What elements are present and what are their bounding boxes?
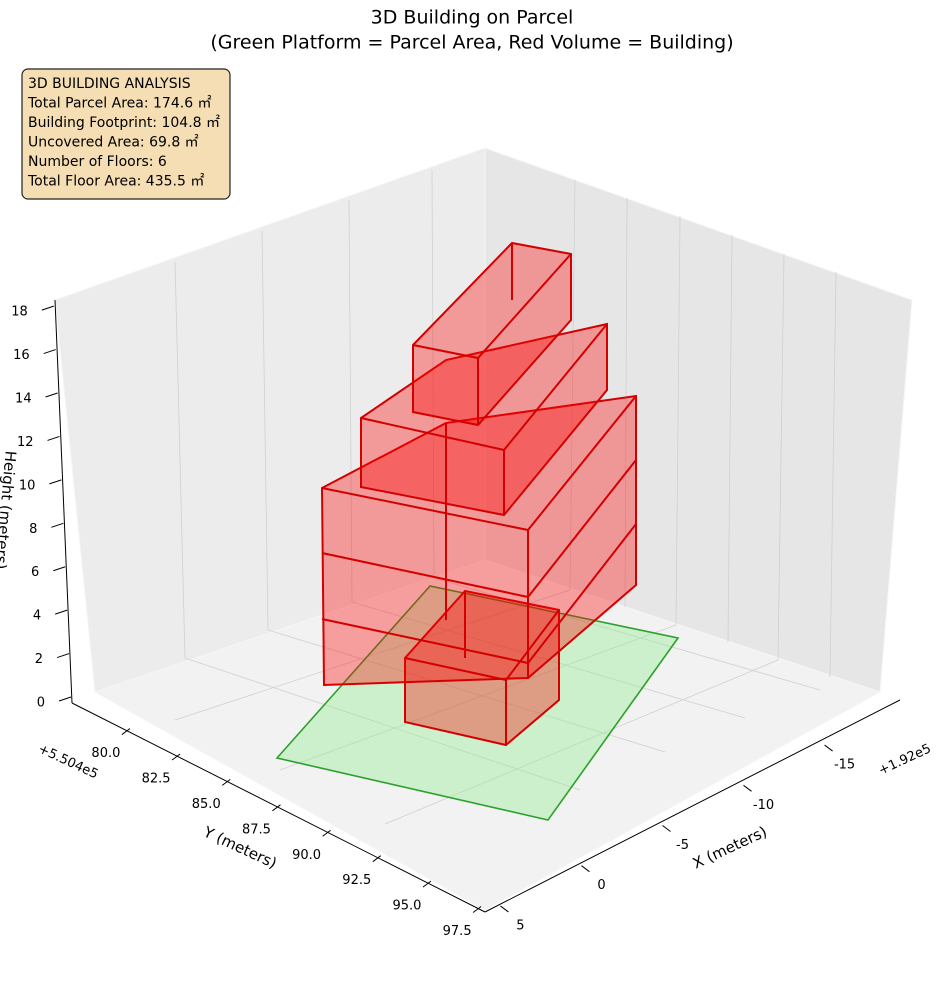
z-tick [55, 609, 68, 615]
z-tick-label: 16 [13, 348, 30, 363]
z-tick-label: 18 [11, 305, 28, 320]
y-tick-label: 80.0 [91, 746, 120, 761]
x-tick [662, 825, 671, 832]
z-tick-label: 8 [29, 522, 37, 537]
z-tick-label: 10 [19, 478, 36, 493]
y-tick-label: 85.0 [192, 797, 221, 812]
y-tick [422, 880, 432, 888]
annotation-line: Building Footprint: 104.8 ㎡ [28, 115, 220, 131]
annotation-line: 3D BUILDING ANALYSIS [28, 76, 191, 92]
z-tick-label: 6 [31, 565, 39, 580]
y-tick-label: 82.5 [142, 771, 171, 786]
x-tick-label: -10 [753, 798, 774, 813]
annotation-line: Uncovered Area: 69.8 ㎡ [28, 135, 199, 151]
z-tick-label: 14 [15, 392, 32, 407]
y-tick [322, 829, 331, 837]
annotation-line: Number of Floors: 6 [28, 154, 167, 170]
x-tick-label: 0 [597, 878, 605, 893]
y-axis-line [71, 702, 486, 913]
x-tick-label: 5 [516, 918, 524, 933]
z-tick [53, 566, 66, 572]
annotation-line: Total Floor Area: 435.5 ㎡ [27, 174, 204, 190]
z-tick [45, 392, 58, 398]
y-tick-label: 90.0 [292, 848, 321, 863]
panes [54, 147, 913, 911]
z-tick-label: 12 [17, 435, 34, 450]
x-tick [581, 865, 590, 873]
y-tick-label: 92.5 [342, 873, 371, 888]
y-tick [171, 753, 181, 761]
x-axis-label: X (meters) [690, 823, 770, 873]
x-tick [500, 905, 509, 913]
z-axis-line [54, 299, 73, 704]
info-box [21, 68, 231, 200]
z-tick-label: 4 [33, 609, 41, 624]
z-tick [41, 305, 54, 311]
z-tick-label: 0 [37, 696, 45, 711]
parcel-platform [275, 585, 680, 821]
y-tick-label: 87.5 [242, 822, 271, 837]
annotation-line: Total Parcel Area: 174.6 ㎡ [27, 96, 212, 112]
z-tick [56, 653, 70, 659]
z-tick [47, 435, 60, 441]
x-tick [743, 784, 752, 792]
y-tick [272, 804, 281, 812]
floor-edges [321, 243, 637, 745]
y-tick [472, 906, 482, 913]
x-tick-label: -5 [676, 838, 689, 853]
z-axis-label: Height (meters) [0, 450, 20, 570]
chart-title: 3D Building on Parcel [371, 7, 574, 29]
x-offset: +1.92e5 [876, 741, 933, 778]
y-tick [372, 855, 382, 863]
z-tick [51, 522, 64, 528]
y-tick-label: 95.0 [392, 899, 421, 914]
x-axis-line [484, 699, 901, 913]
z-tick-label: 2 [35, 652, 43, 667]
x-tick [824, 744, 833, 752]
chart-subtitle: (Green Platform = Parcel Area, Red Volum… [210, 32, 733, 54]
y-tick-label: 97.5 [443, 924, 472, 939]
y-tick [121, 728, 131, 735]
z-tick [49, 479, 62, 485]
z-tick [58, 696, 72, 702]
z-tick [43, 349, 56, 355]
x-tick-label: -15 [834, 758, 855, 773]
building [275, 241, 680, 821]
y-tick [221, 779, 231, 786]
